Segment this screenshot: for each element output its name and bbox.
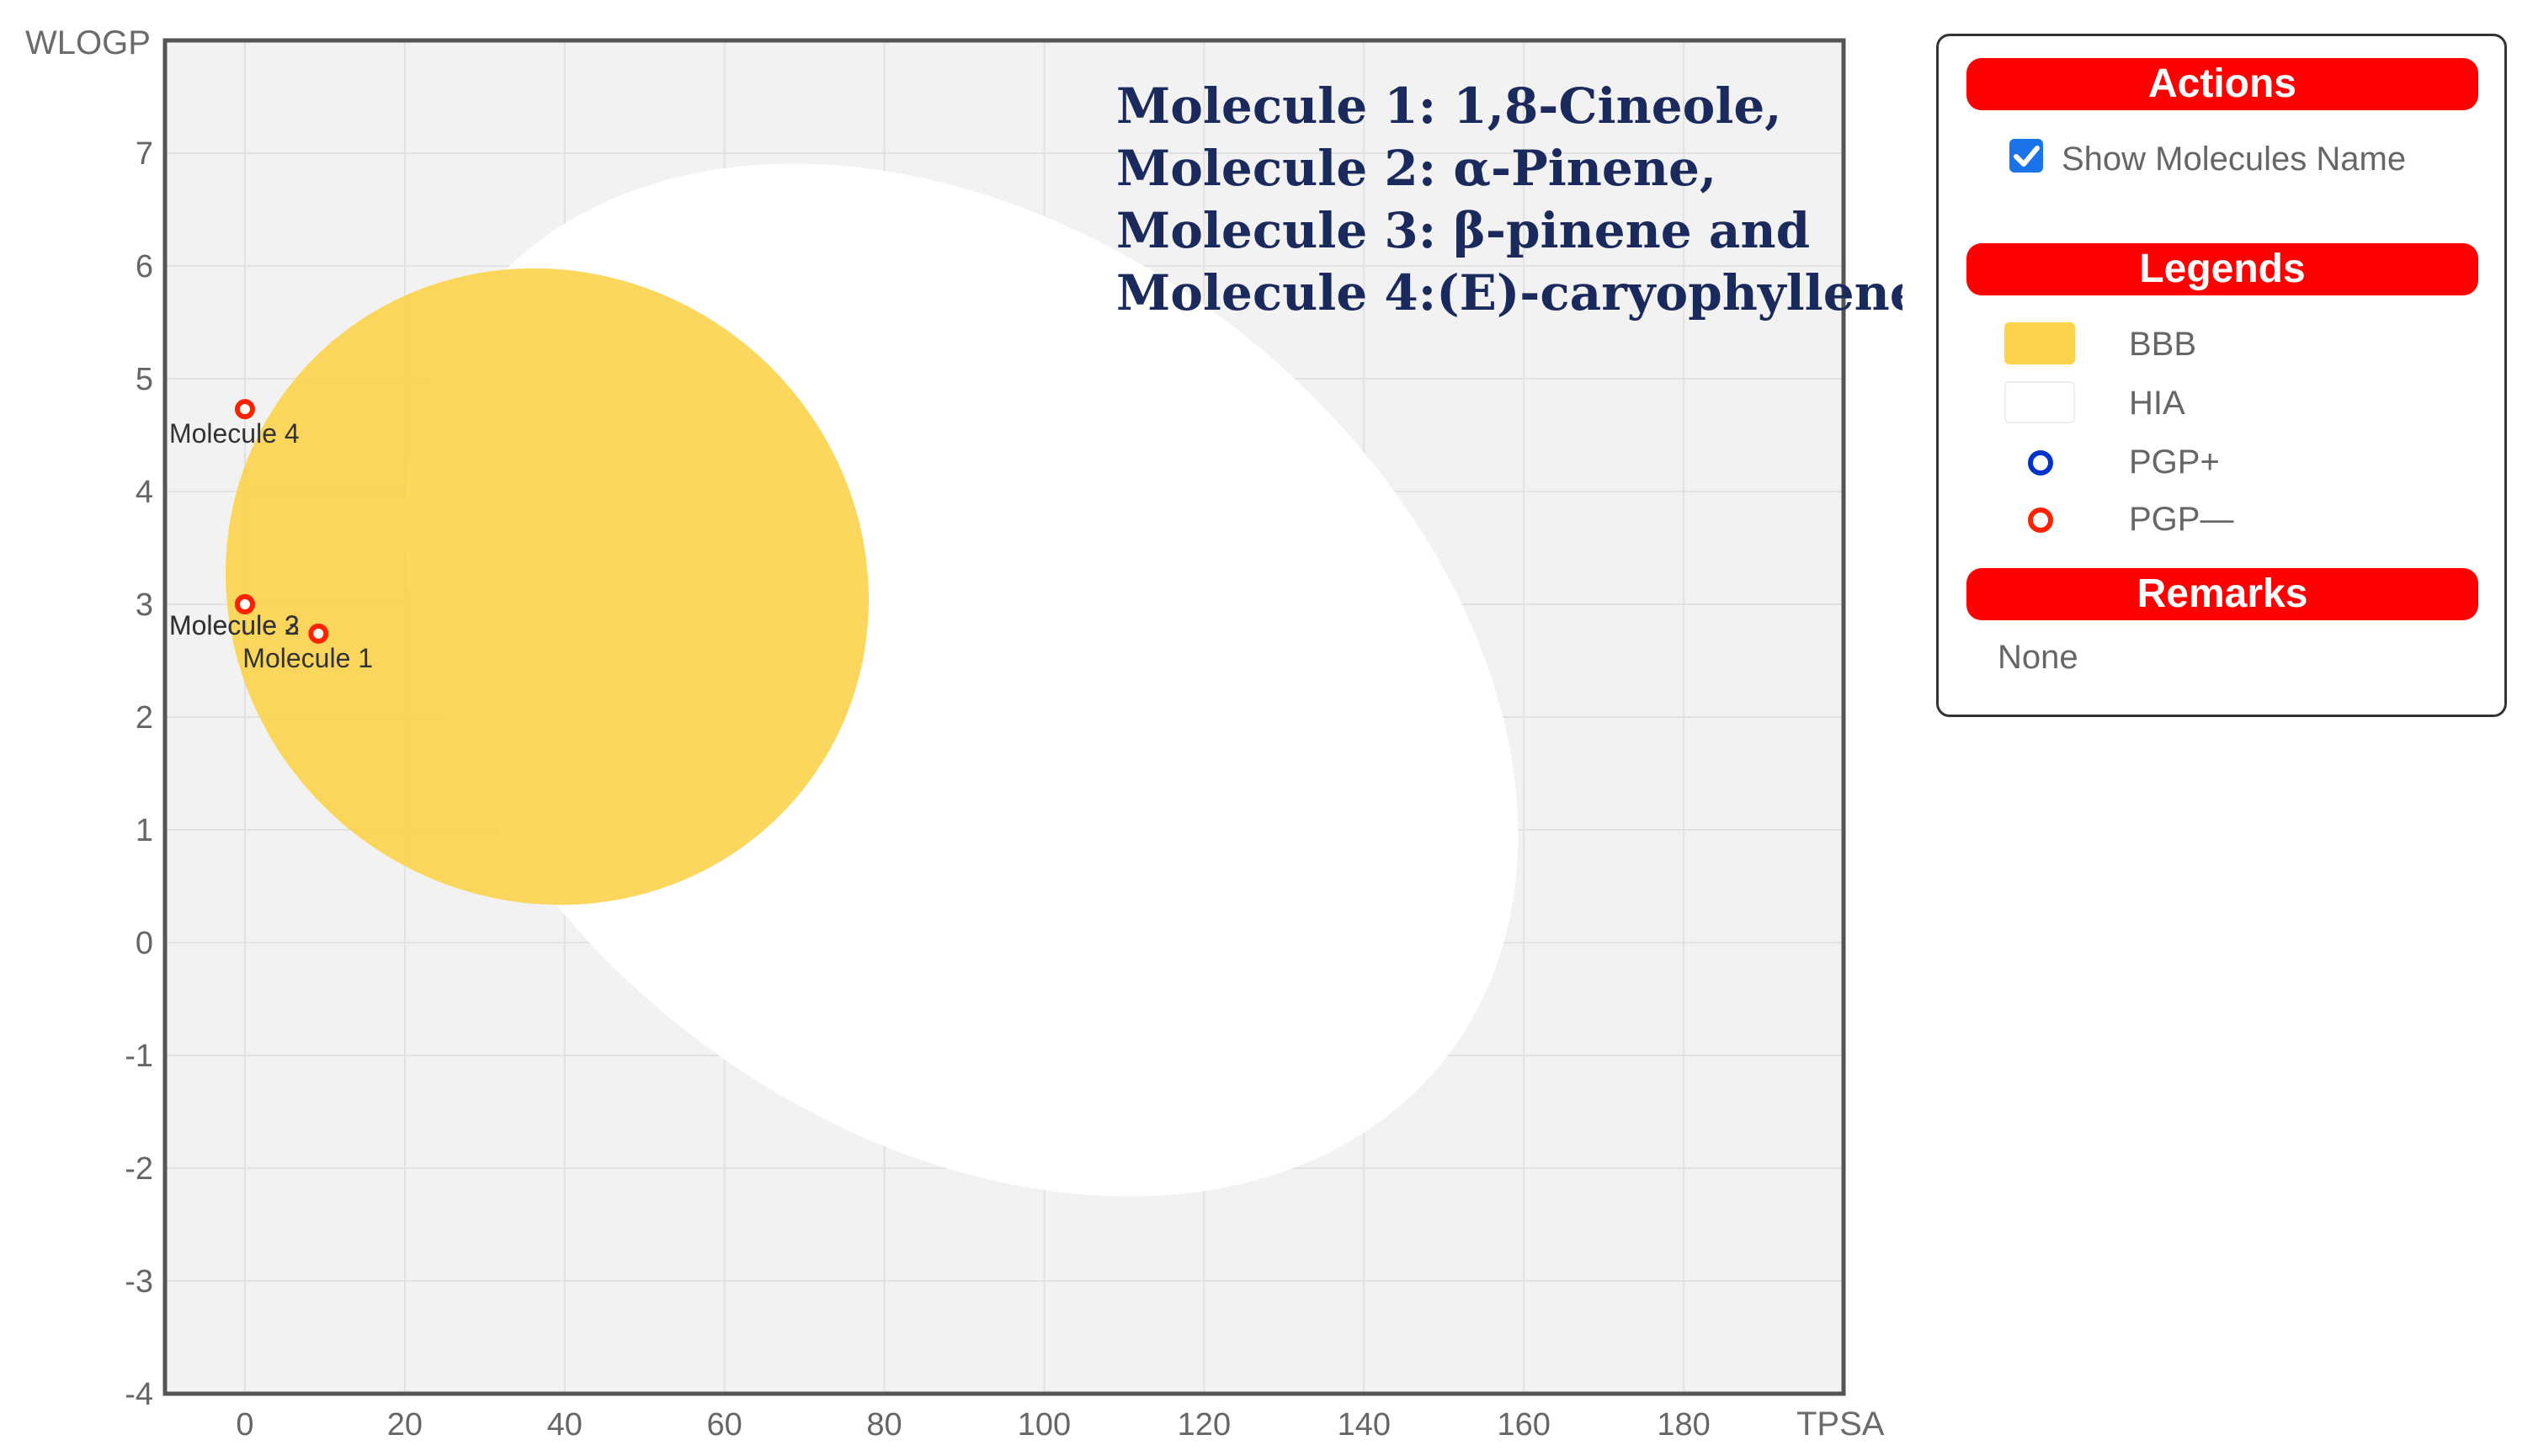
y-tick-label: 1 — [136, 813, 153, 848]
annotation-line-4: Molecule 4:(E)-caryophyllene. — [1116, 264, 1902, 321]
legend-label-bbb: BBB — [2129, 326, 2197, 363]
bbb-swatch-icon — [2004, 322, 2075, 364]
annotation-line-2: Molecule 2: α-Pinene, — [1116, 140, 1716, 197]
legend-label-pgp-plus: PGP+ — [2129, 444, 2220, 481]
y-tick-label: -4 — [125, 1377, 153, 1412]
x-tick-label: 160 — [1497, 1407, 1550, 1443]
x-axis-label: TPSA — [1796, 1406, 1885, 1443]
y-tick-label: 5 — [136, 362, 153, 397]
y-tick-label: 6 — [136, 249, 153, 284]
legend-item-pgp-minus: PGP— — [1939, 494, 2509, 545]
y-tick-label: 0 — [136, 926, 153, 961]
remarks-header: Remarks — [1966, 568, 2478, 620]
remarks-text: None — [1998, 639, 2078, 676]
legend-item-pgp-plus: PGP+ — [1939, 437, 2509, 487]
x-tick-label: 20 — [387, 1407, 423, 1443]
bbb-region — [225, 268, 870, 906]
annotation-line-1: Molecule 1: 1,8-Cineole, — [1116, 77, 1781, 135]
y-tick-label: -3 — [125, 1264, 153, 1299]
molecule-point — [234, 594, 255, 614]
y-tick-label: 2 — [136, 700, 153, 736]
y-tick-label: 3 — [136, 587, 153, 623]
annotation-line-3: Molecule 3: β-pinene and — [1116, 202, 1810, 259]
x-tick-label: 80 — [866, 1407, 902, 1443]
x-axis-ticks: 0 20 40 60 80 100 120 140 160 180 — [236, 1407, 1710, 1443]
y-tick-label: -2 — [125, 1151, 153, 1187]
legend-label-hia: HIA — [2129, 385, 2185, 422]
y-axis-ticks: -4 -3 -2 -1 0 1 2 3 4 5 6 7 — [125, 136, 153, 1412]
check-icon — [2014, 146, 2040, 167]
legend-label-pgp-minus: PGP— — [2129, 501, 2234, 538]
y-tick-label: 4 — [136, 475, 153, 510]
molecule-point — [308, 623, 329, 644]
y-axis-label: WLOGP — [25, 24, 151, 61]
legends-header: Legends — [1966, 243, 2478, 295]
red-circle-icon — [2028, 507, 2053, 533]
x-tick-label: 140 — [1338, 1407, 1391, 1443]
x-tick-label: 60 — [707, 1407, 742, 1443]
molecule-label: Molecule 4 — [169, 418, 300, 449]
molecule-annotation: Molecule 1: 1,8-Cineole, Molecule 2: α-P… — [1116, 77, 1902, 321]
x-tick-label: 120 — [1178, 1407, 1231, 1443]
y-tick-label: -1 — [125, 1039, 153, 1074]
plot-border — [162, 38, 1846, 1396]
blue-circle-icon — [2028, 450, 2053, 476]
molecule-point — [234, 399, 255, 420]
x-tick-label: 180 — [1657, 1407, 1710, 1443]
hia-swatch-icon — [2004, 381, 2075, 423]
side-panel: Actions Show Molecules Name Legends BBB … — [1936, 34, 2507, 717]
actions-header: Actions — [1966, 58, 2478, 110]
legend-item-bbb: BBB — [1939, 319, 2509, 369]
legend-item-hia: HIA — [1939, 378, 2509, 428]
y-tick-label: 7 — [136, 136, 153, 172]
molecule-label: Molecule 3 — [169, 610, 300, 640]
molecule-label: Molecule 1 — [242, 643, 373, 673]
boiled-egg-chart: -4 -3 -2 -1 0 1 2 3 4 5 6 7 0 20 40 60 80 100 120 140 160 18… — [25, 24, 1902, 1443]
show-molecules-name-label[interactable]: Show Molecules Name — [2062, 141, 2407, 178]
show-molecules-name-checkbox[interactable] — [2009, 139, 2043, 173]
x-tick-label: 0 — [236, 1407, 253, 1443]
x-tick-label: 40 — [547, 1407, 583, 1443]
molecule-label: Molecule 2 — [169, 610, 300, 640]
x-tick-label: 100 — [1018, 1407, 1071, 1443]
